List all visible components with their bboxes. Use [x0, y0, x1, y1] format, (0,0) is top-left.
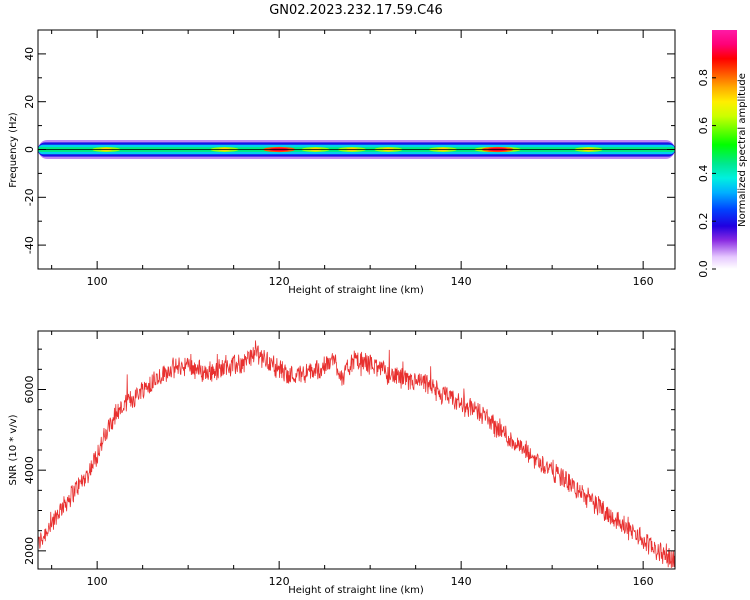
y-tick-label: 2000	[23, 537, 36, 565]
colorbar-tick-label: 0.8	[697, 69, 710, 87]
y-tick-label: 40	[23, 47, 36, 61]
snr-panel: 100 120 140 160 2000 4000 6000 Height of strai…	[8, 330, 676, 596]
x-tick-label: 120	[269, 575, 290, 588]
x-tick-label: 100	[87, 575, 108, 588]
spectrogram-ylabel: Frequency (Hz)	[8, 112, 19, 188]
colorbar-tick-label: 0.0	[697, 260, 710, 278]
colorbar-gradient	[712, 30, 737, 269]
x-tick-label: 100	[87, 275, 108, 288]
snr-ylabel: SNR (10 * v/v)	[8, 414, 19, 485]
spectrogram-band	[38, 139, 675, 160]
x-tick-label: 140	[451, 575, 472, 588]
colorbar-ticks: 0.0 0.2 0.4 0.6 0.8	[697, 69, 716, 278]
colorbar-tick-label: 0.2	[697, 212, 710, 230]
spectrogram-axes: 100 120 140 160 -40 -20 0 20 40	[23, 29, 675, 288]
figure-title: GN02.2023.232.17.59.C46	[269, 3, 443, 18]
x-tick-label: 120	[269, 275, 290, 288]
snr-frame	[37, 330, 676, 570]
y-tick-label: 6000	[23, 375, 36, 403]
y-tick-label: 4000	[23, 456, 36, 484]
colorbar: 0.0 0.2 0.4 0.6 0.8 Normalized spectral ampl…	[697, 30, 748, 278]
x-tick-label: 160	[633, 575, 654, 588]
colorbar-label: Normalized spectral amplitude	[737, 73, 748, 227]
snr-series-line	[38, 340, 675, 568]
colorbar-tick-label: 0.6	[697, 117, 710, 135]
y-tick-label: 20	[23, 95, 36, 109]
y-tick-label: -40	[23, 236, 36, 254]
y-tick-label: 0	[23, 146, 36, 153]
snr-xlabel: Height of straight line (km)	[288, 585, 424, 596]
x-tick-label: 160	[633, 275, 654, 288]
snr-axes: 100 120 140 160 2000 4000 6000	[23, 331, 675, 588]
x-tick-label: 140	[451, 275, 472, 288]
y-tick-label: -20	[23, 188, 36, 206]
spectrogram-xlabel: Height of straight line (km)	[288, 285, 424, 296]
spectrogram-panel: 100 120 140 160 -40 -20 0 20 40 Height of straig…	[8, 29, 676, 296]
colorbar-tick-label: 0.4	[697, 165, 710, 183]
